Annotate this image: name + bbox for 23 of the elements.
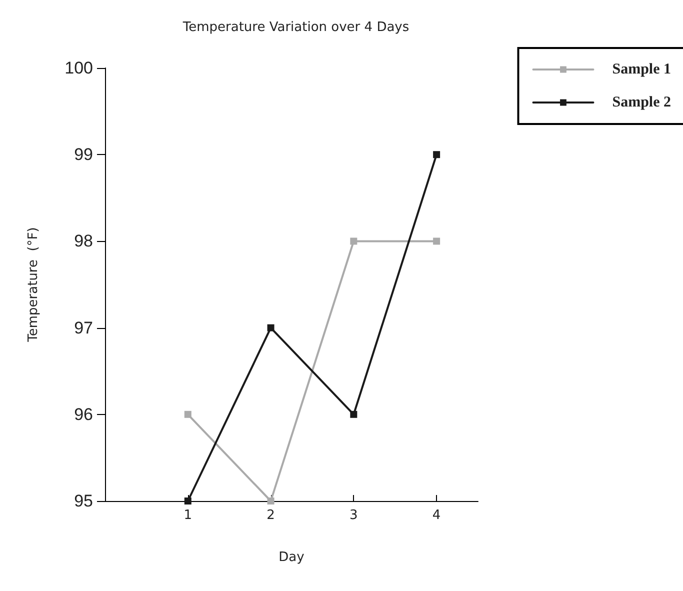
chart-title: Temperature Variation over 4 Days <box>182 20 410 35</box>
legend-label: Sample 1 <box>612 62 672 78</box>
legend-label: Sample 2 <box>612 94 672 110</box>
point <box>184 498 192 504</box>
x-tick-label: 4 <box>432 508 441 523</box>
point <box>433 151 440 158</box>
y-tick-label: 98 <box>74 232 93 251</box>
point <box>184 410 192 418</box>
point <box>433 238 440 245</box>
x-tick-label: 3 <box>350 508 358 523</box>
y-axis-title: Temperature (°F) <box>26 227 41 343</box>
x-axis-title: Day <box>278 550 305 565</box>
y-tick-label: 95 <box>74 492 93 510</box>
y-tick-label: 96 <box>74 404 93 424</box>
point <box>267 498 274 504</box>
y-tick-label: 97 <box>74 318 93 338</box>
y-tick-label: 99 <box>74 145 93 164</box>
x-tick-label: 2 <box>266 508 275 523</box>
point <box>350 410 358 418</box>
y-tick-label: 100 <box>64 58 93 78</box>
point <box>267 324 274 332</box>
x-tick-label: 1 <box>184 508 192 523</box>
point <box>350 238 358 245</box>
